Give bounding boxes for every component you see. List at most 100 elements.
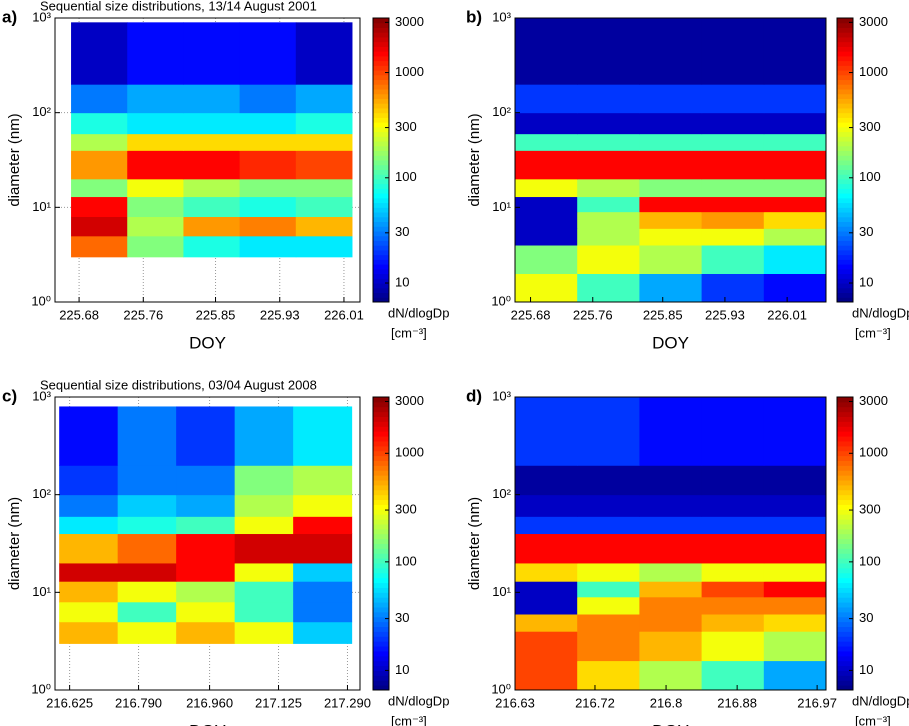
colorbar-segment [837,685,853,691]
panel-label: b) [466,7,482,26]
colorbar-tick-label: 1000 [859,64,888,79]
y-tick-label: 10⁰ [31,681,51,696]
x-tick-label: 225.68 [59,307,99,322]
heatmap-cell [763,112,826,135]
colorbar-segment [837,297,853,303]
colorbar-segment [837,212,853,218]
heatmap-cell [577,245,640,275]
heatmap-cell [183,235,241,258]
x-tick-label: 225.76 [123,307,163,322]
colorbar-segment [837,602,853,608]
colorbar-segment [373,84,389,90]
colorbar-tick-label: 10 [859,274,873,289]
colorbar-tick-label: 1000 [859,445,888,460]
heatmap-cell [639,660,703,690]
colorbar-segment [837,465,853,471]
x-tick-label: 217.125 [255,695,302,710]
heatmap-cell [577,18,640,85]
heatmap-cell [117,494,177,517]
colorbar-segment [837,646,853,652]
colorbar-segment [373,79,389,85]
heatmap-cell [183,216,241,237]
colorbar-frame [836,17,854,303]
heatmap-cell [295,22,353,85]
y-axis-label: diameter (nm) [6,497,23,590]
heatmap-cell [701,631,765,662]
heatmap-cell [639,18,703,85]
heatmap-cell [701,18,765,85]
colorbar-segment [373,107,389,114]
colorbar-segment [837,292,853,298]
heatmap-cell [59,494,119,517]
heatmap-cell [176,533,236,564]
colorbar-segment [837,548,853,554]
x-tick-label: 216.625 [46,695,93,710]
heatmap [59,406,353,644]
colorbar-label: dN/dlogDp [852,305,909,320]
colorbar-segment [373,32,389,38]
heatmap-cell [701,533,765,564]
heatmap-cell [234,621,294,644]
colorbar-tick-label: 100 [859,169,881,184]
colorbar-segment [837,155,853,161]
heatmap-cell [639,112,703,135]
colorbar-segment [837,499,853,505]
colorbar-segment [837,160,853,166]
heatmap-cell [234,601,294,623]
colorbar-segment [837,523,853,530]
heatmap-cell [515,84,578,114]
heatmap-cell [295,216,353,237]
heatmap-cell [293,621,353,644]
heatmap-cell [127,178,184,198]
plot-frame [54,17,361,303]
colorbar-segment [373,665,389,671]
colorbar-segment [373,636,389,642]
heatmap-cell [763,660,826,690]
heatmap-cell [183,112,241,135]
colorbar-segment [373,141,389,147]
colorbar-segment [373,245,389,251]
colorbar-segment [837,27,853,33]
x-tick-label: 216.72 [575,695,615,710]
heatmap-cell [515,133,578,151]
heatmap-cell [701,614,765,632]
colorbar-segment [837,440,853,447]
colorbar-segment [837,641,853,647]
heatmap-cell [701,397,765,466]
heatmap-cell [701,84,765,114]
colorbar-segment [837,406,853,413]
heatmap-cell [701,150,765,180]
heatmap-cell [59,465,119,496]
colorbar-segment [373,254,389,260]
colorbar-segment [837,460,853,466]
heatmap-cell [183,84,241,114]
colorbar-segment [373,582,389,588]
colorbar-segment [373,226,389,232]
colorbar-label: dN/dlogDp [388,305,449,320]
colorbar-segment [373,160,389,166]
heatmap-cell [515,494,578,517]
y-tick-label: 10³ [492,388,511,403]
heatmap-cell [71,216,128,237]
heatmap-cell [295,150,353,180]
heatmap-cell [577,228,640,246]
heatmap-cell [127,150,184,180]
x-tick-label: 217.290 [324,695,371,710]
colorbar-tick-label: 30 [859,224,873,239]
heatmap-cell [701,273,765,302]
colorbar-segment [373,426,389,432]
heatmap-cell [71,196,128,218]
heatmap-cell [763,196,826,213]
heatmap-cell [293,465,353,496]
colorbar-segment [837,494,853,501]
colorbar-segment [373,207,389,213]
heatmap-cell [639,397,703,466]
colorbar-segment [373,65,389,71]
colorbar-tick-label: 300 [395,501,417,516]
heatmap-cell [515,397,578,466]
heatmap-cell [763,397,826,466]
colorbar-segment [837,665,853,671]
heatmap-cell [763,18,826,85]
colorbar-segment [837,79,853,85]
colorbar-segment [837,193,853,199]
